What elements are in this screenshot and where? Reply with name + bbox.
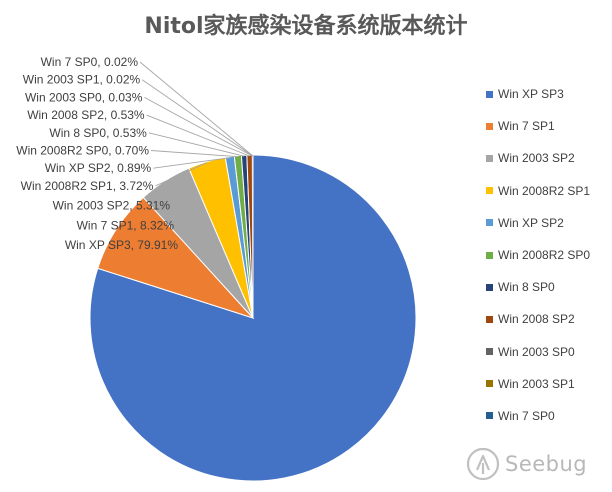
legend-swatch bbox=[486, 219, 493, 227]
legend-swatch bbox=[486, 122, 493, 130]
data-label-win-2003-sp1: Win 2003 SP1, 0.02% bbox=[23, 73, 141, 87]
legend-swatch bbox=[486, 90, 493, 98]
data-label-win-xp-sp3: Win XP SP3, 79.91% bbox=[65, 238, 179, 252]
data-label-win-xp-sp2: Win XP SP2, 0.89% bbox=[45, 161, 152, 175]
data-label-win-7-sp0: Win 7 SP0, 0.02% bbox=[41, 55, 139, 69]
chart-legend: Win XP SP3 Win 7 SP1 Win 2003 SP2 Win 2008R… bbox=[486, 78, 612, 432]
legend-label: Win 2003 SP0 bbox=[498, 344, 575, 359]
legend-swatch bbox=[486, 348, 493, 356]
leader-line-win-2008-sp2 bbox=[146, 114, 250, 157]
data-label-win-2008r2-sp0: Win 2008R2 SP0, 0.70% bbox=[16, 144, 149, 158]
data-label-win-7-sp1: Win 7 SP1, 8.32% bbox=[77, 218, 175, 232]
legend-swatch bbox=[486, 251, 493, 259]
legend-item-win-xp-sp2: Win XP SP2 bbox=[486, 207, 612, 239]
data-label-win-2003-sp2: Win 2003 SP2, 5.31% bbox=[53, 199, 171, 213]
leader-line-win-7-sp0 bbox=[139, 61, 254, 157]
legend-label: Win XP SP3 bbox=[498, 87, 564, 102]
legend-item-win-xp-sp3: Win XP SP3 bbox=[486, 78, 612, 110]
legend-item-win-2008r2-sp1: Win 2008R2 SP1 bbox=[486, 175, 612, 207]
legend-label: Win 8 SP0 bbox=[498, 280, 555, 295]
legend-swatch bbox=[486, 412, 493, 420]
legend-swatch bbox=[486, 315, 493, 323]
chart-title: Nitol家族感染设备系统版本统计 bbox=[144, 14, 468, 39]
legend-item-win-2008r2-sp0: Win 2008R2 SP0 bbox=[486, 239, 612, 271]
leader-lines bbox=[139, 61, 254, 187]
legend-label: Win 2008R2 SP1 bbox=[498, 183, 591, 198]
leader-line-win-2003-sp1 bbox=[141, 79, 253, 157]
legend-swatch bbox=[486, 380, 493, 388]
seebug-logo-icon bbox=[466, 447, 500, 481]
watermark: Seebug bbox=[466, 446, 587, 482]
legend-item-win-2003-sp0: Win 2003 SP0 bbox=[486, 336, 612, 368]
legend-label: Win 7 SP0 bbox=[498, 408, 555, 423]
legend-label: Win 2003 SP1 bbox=[498, 376, 575, 391]
legend-label: Win 7 SP1 bbox=[498, 119, 555, 134]
legend-item-win-8-sp0: Win 8 SP0 bbox=[486, 271, 612, 303]
legend-item-win-2008-sp2: Win 2008 SP2 bbox=[486, 303, 612, 335]
leader-line-win-2008r2-sp0 bbox=[150, 150, 238, 158]
data-label-win-2008-sp2: Win 2008 SP2, 0.53% bbox=[27, 108, 145, 122]
pie-slices bbox=[89, 154, 417, 482]
leader-line-win-xp-sp2 bbox=[153, 157, 230, 169]
legend-label: Win 2008R2 SP0 bbox=[498, 248, 591, 263]
data-label-win-2003-sp0: Win 2003 SP0, 0.03% bbox=[25, 90, 143, 104]
legend-label: Win 2003 SP2 bbox=[498, 151, 575, 166]
data-label-win-2008r2-sp1: Win 2008R2 SP1, 3.72% bbox=[21, 179, 154, 193]
data-labels: Win XP SP3, 79.91% Win 7 SP1, 8.32% Win 20… bbox=[16, 55, 178, 252]
leader-line-win-2003-sp0 bbox=[144, 97, 253, 157]
legend-item-win-7-sp0: Win 7 SP0 bbox=[486, 400, 612, 432]
pie-slice-win-7-sp1 bbox=[97, 196, 255, 320]
legend-label: Win 2008 SP2 bbox=[498, 312, 575, 327]
legend-swatch bbox=[486, 283, 493, 291]
watermark-text: Seebug bbox=[505, 452, 588, 476]
legend-item-win-7-sp1: Win 7 SP1 bbox=[486, 110, 612, 142]
leader-line-win-2008r2-sp1 bbox=[155, 162, 207, 187]
legend-item-win-2003-sp1: Win 2003 SP1 bbox=[486, 368, 612, 400]
legend-swatch bbox=[486, 187, 493, 195]
leader-line-win-8-sp0 bbox=[148, 132, 245, 157]
legend-item-win-2003-sp2: Win 2003 SP2 bbox=[486, 142, 612, 174]
legend-swatch bbox=[486, 154, 493, 162]
data-label-win-8-sp0: Win 8 SP0, 0.53% bbox=[49, 126, 147, 140]
legend-label: Win XP SP2 bbox=[498, 215, 564, 230]
